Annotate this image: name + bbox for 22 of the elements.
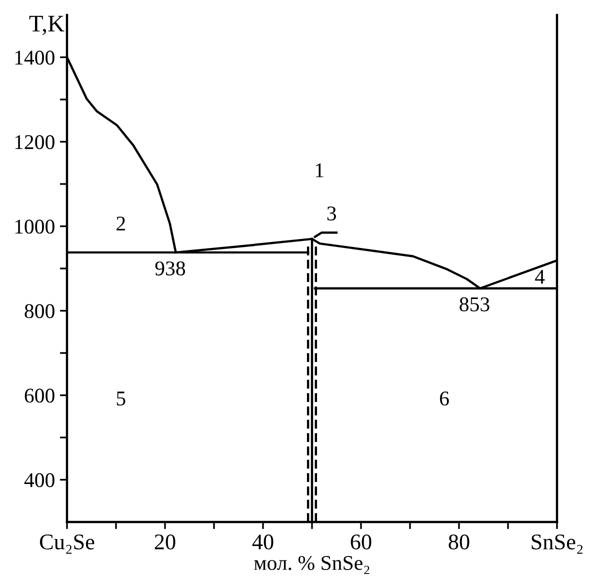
x-tick-label: Cu₂Se: [40, 534, 94, 554]
y-tick-label: 600: [24, 388, 54, 403]
x-tick-label: SnSe₂: [532, 534, 583, 554]
x-tick-label: 80: [448, 534, 470, 550]
annotation: 1: [316, 163, 324, 178]
y-axis-title: T,K: [29, 16, 64, 36]
annotation: 2: [116, 216, 125, 230]
y-tick-label: 1400: [15, 50, 54, 65]
x-axis-title: мол. % SnSe₂: [254, 556, 370, 574]
y-tick-label: 800: [24, 304, 54, 318]
annotation: 5: [116, 392, 126, 406]
x-tick-label: 20: [154, 534, 176, 550]
y-tick-label: 1000: [15, 220, 54, 234]
annotation: 6: [440, 392, 449, 406]
x-tick-label: 60: [350, 534, 372, 550]
annotation: 938: [155, 261, 186, 276]
annotation: 853: [460, 297, 490, 312]
x-tick-label: 40: [252, 534, 274, 550]
y-tick-label: 400: [24, 473, 54, 488]
annotation: 3: [327, 206, 336, 220]
y-tick-label: 1200: [15, 135, 54, 150]
annotation: 4: [535, 270, 545, 284]
